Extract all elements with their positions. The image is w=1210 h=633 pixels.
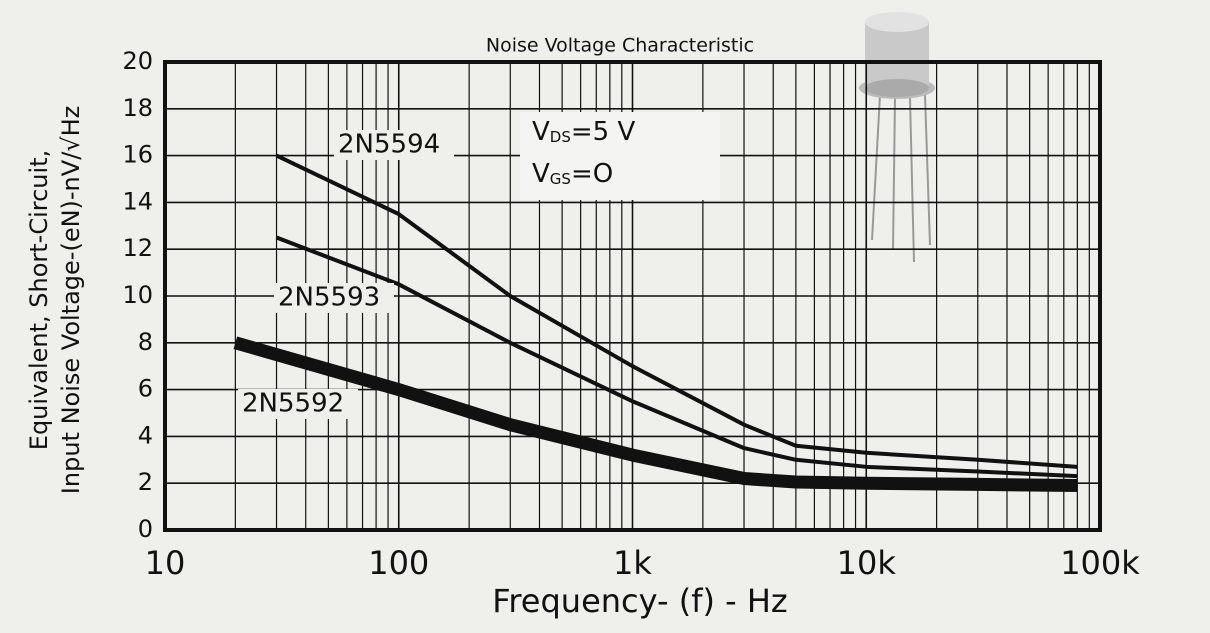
series-line [233, 336, 1078, 493]
series-label-bg [274, 283, 394, 313]
y-tick-label: 18 [122, 94, 153, 122]
y-tick-label: 6 [138, 375, 153, 403]
x-axis-label: Frequency- (f) - Hz [492, 582, 787, 620]
plot-frame [163, 60, 1102, 532]
series-label: 2N5594 [338, 130, 440, 160]
annotation-part: DS [550, 128, 571, 146]
y-tick-label: 4 [138, 421, 153, 449]
annotation: VGS=O [532, 159, 613, 189]
series-line [275, 235, 1078, 479]
transistor-illustration [859, 12, 935, 263]
y-tick-label: 10 [122, 281, 153, 309]
y-tick-label: 14 [122, 187, 153, 215]
series-label: 2N5592 [242, 389, 344, 419]
annotation-part: =5 V [571, 117, 636, 147]
x-tick-label: 100 [368, 544, 429, 582]
y-tick-label: 20 [122, 47, 153, 75]
annotation-part: V [532, 117, 550, 147]
annotation: VDS=5 V [532, 117, 635, 147]
x-tick-label: 1k [613, 544, 652, 582]
y-axis-label: Input Noise Voltage-(eN)-nV/√Hz [57, 106, 85, 494]
y-tick-label: 12 [122, 234, 153, 262]
annotation-part: =O [571, 159, 613, 189]
annotation-part: V [532, 159, 550, 189]
series-label-bg [334, 130, 454, 160]
y-tick-label: 2 [138, 468, 153, 496]
y-tick-label: 0 [138, 515, 153, 543]
x-tick-label: 10 [145, 544, 186, 582]
series-line [275, 153, 1078, 469]
chart-title: Noise Voltage Characteristic [486, 35, 754, 57]
y-axis-label: Equivalent, Short-Circuit, [25, 150, 53, 450]
series-label-bg [238, 389, 358, 419]
x-tick-label: 10k [837, 544, 897, 582]
y-tick-label: 8 [138, 328, 153, 356]
x-tick-label: 100k [1060, 544, 1140, 582]
y-tick-label: 16 [122, 141, 153, 169]
annotation-box [520, 112, 720, 200]
series-label: 2N5593 [278, 283, 380, 313]
annotation-part: GS [550, 170, 571, 188]
